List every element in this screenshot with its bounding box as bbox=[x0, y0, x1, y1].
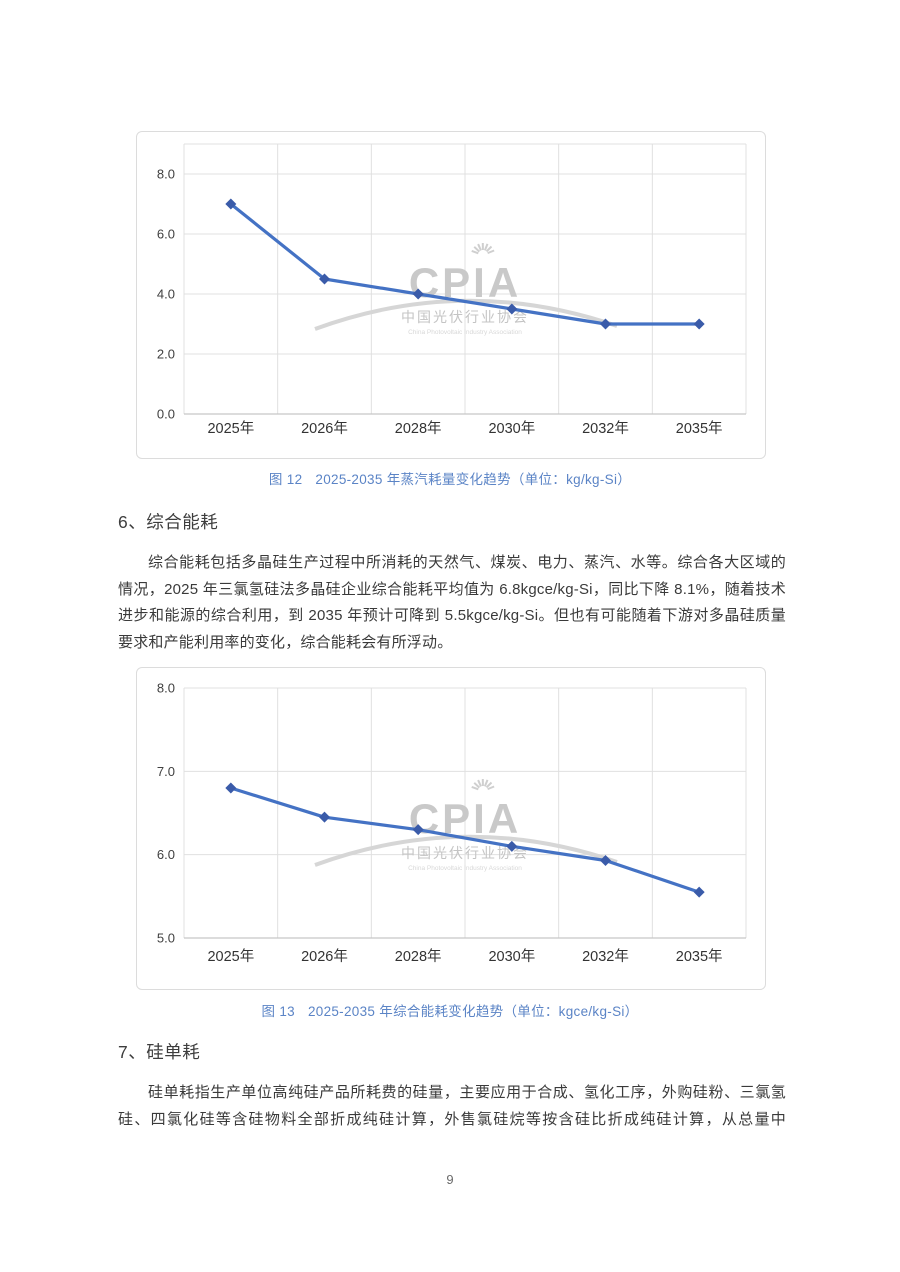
sun-rays-icon bbox=[477, 779, 482, 787]
y-axis-label: 8.0 bbox=[157, 167, 175, 182]
sun-rays-icon bbox=[487, 785, 495, 791]
figure-12-title: 2025-2035 年蒸汽耗量变化趋势（单位：kg/kg-Si） bbox=[315, 472, 632, 487]
x-axis-label: 2030年 bbox=[488, 948, 535, 965]
x-axis-label: 2030年 bbox=[488, 420, 535, 437]
data-point-marker bbox=[600, 318, 611, 330]
chart-line bbox=[229, 202, 701, 326]
energy-consumption-chart: 5.0 6.0 7.0 8.0 2025年 2026年 2028年 2030年 2032年 203… bbox=[136, 667, 766, 990]
energy-consumption-chart-canvas: 5.0 6.0 7.0 8.0 2025年 2026年 2028年 2030年 2032年 203… bbox=[157, 681, 747, 965]
x-axis-label: 2035年 bbox=[676, 420, 723, 437]
sun-rays-icon bbox=[485, 781, 493, 789]
watermark-cn-text: 中国光伏行业协会 bbox=[401, 309, 529, 325]
data-point-marker bbox=[412, 288, 424, 300]
y-axis-label: 5.0 bbox=[157, 931, 175, 946]
sun-rays-icon bbox=[473, 246, 481, 253]
figure-13-title: 2025-2035 年综合能耗变化趋势（单位：kgce/kg-Si） bbox=[307, 1004, 639, 1019]
sun-rays-icon bbox=[485, 245, 493, 253]
y-axis-label: 4.0 bbox=[157, 287, 175, 302]
silicon-paragraph: 硅单耗指生产单位高纯硅产品所耗费的硅量，主要应用于合成、氢化工序，外购硅粉、三氯… bbox=[118, 1084, 786, 1128]
energy-paragraph: 综合能耗包括多晶硅生产过程中所消耗的天然气、煤炭、电力、蒸汽、水等。综合各大区域… bbox=[118, 554, 786, 651]
watermark-en-text: China Photovoltaic Industry Association bbox=[408, 329, 522, 336]
sun-rays-icon bbox=[477, 243, 482, 251]
x-axis-label: 2028年 bbox=[395, 948, 442, 965]
section-heading-silicon: 7、硅单耗 bbox=[118, 1042, 201, 1062]
sun-rays-icon bbox=[471, 249, 479, 255]
figure-13-label: 图 13 bbox=[261, 1004, 295, 1019]
steam-consumption-chart: 0.0 2.0 4.0 6.0 8.0 2025年 2026年 2028年 2030年 2032年… bbox=[136, 131, 766, 459]
sun-rays-icon bbox=[473, 782, 481, 789]
y-axis-label: 2.0 bbox=[157, 347, 175, 362]
data-point-marker bbox=[600, 855, 611, 866]
data-point-marker bbox=[225, 198, 237, 210]
y-axis-label: 6.0 bbox=[157, 847, 175, 862]
figure-12-caption: 图 12 2025-2035 年蒸汽耗量变化趋势（单位：kg/kg-Si） bbox=[0, 468, 900, 488]
x-axis-label: 2032年 bbox=[582, 420, 629, 437]
y-axis-label: 7.0 bbox=[157, 764, 175, 779]
x-axis-label: 2026年 bbox=[301, 420, 348, 437]
section-heading-energy: 6、综合能耗 bbox=[118, 512, 219, 532]
x-axis-label: 2032年 bbox=[582, 948, 629, 965]
x-axis-label: 2028年 bbox=[395, 420, 442, 437]
sun-rays-icon bbox=[487, 249, 495, 255]
cpia-watermark-logo: CPIA 中国光伏行业协会 China Photovoltaic Industry … bbox=[314, 242, 618, 336]
chart-line bbox=[229, 786, 701, 894]
x-axis-label: 2025年 bbox=[207, 948, 254, 965]
page-number: 9 bbox=[446, 1172, 454, 1187]
steam-consumption-chart-canvas: 0.0 2.0 4.0 6.0 8.0 2025年 2026年 2028年 2030年 2032年… bbox=[157, 143, 747, 437]
figure-12-label: 图 12 bbox=[268, 472, 303, 487]
sun-rays-icon bbox=[483, 243, 489, 251]
data-point-marker bbox=[319, 273, 330, 285]
figure-13-caption: 图 13 2025-2035 年综合能耗变化趋势（单位：kgce/kg-Si） bbox=[0, 1000, 900, 1020]
watermark-cn-text: 中国光伏行业协会 bbox=[401, 845, 529, 861]
data-point-marker bbox=[506, 303, 518, 315]
data-point-marker bbox=[693, 318, 705, 330]
x-axis-label: 2025年 bbox=[207, 420, 254, 437]
x-axis-label: 2026年 bbox=[301, 948, 348, 965]
data-point-marker bbox=[225, 782, 237, 794]
y-axis-label: 0.0 bbox=[157, 407, 175, 422]
y-axis-label: 6.0 bbox=[157, 227, 175, 242]
data-point-marker bbox=[412, 824, 424, 836]
sun-rays-icon bbox=[471, 785, 479, 791]
x-axis-label: 2035年 bbox=[676, 948, 723, 965]
cpia-watermark-logo: CPIA 中国光伏行业协会 China Photovoltaic Industry … bbox=[314, 778, 618, 872]
watermark-en-text: China Photovoltaic Industry Association bbox=[408, 865, 522, 872]
data-point-marker bbox=[319, 811, 330, 823]
y-axis-label: 8.0 bbox=[157, 681, 175, 696]
sun-rays-icon bbox=[483, 779, 489, 787]
watermark-logo-text: CPIA bbox=[409, 795, 521, 842]
watermark-logo-text: CPIA bbox=[409, 259, 521, 306]
data-point-marker bbox=[506, 840, 518, 852]
data-point-marker bbox=[693, 886, 705, 898]
